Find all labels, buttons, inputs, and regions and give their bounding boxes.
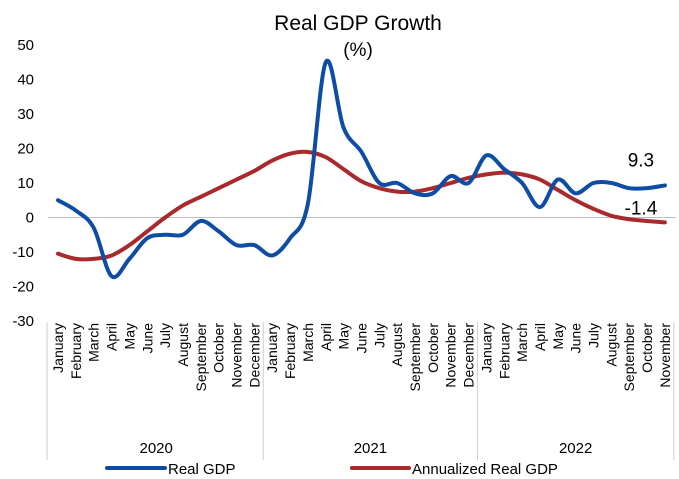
x-tick-label: April [104,323,120,351]
series-line-real-gdp [56,58,667,280]
x-tick-label: January [478,323,494,373]
legend: Real GDP Annualized Real GDP [105,461,558,478]
x-tick-label: November [229,323,245,388]
x-tick-label: August [603,323,619,367]
data-label: -1.4 [625,198,658,219]
x-tick-label: February [282,323,298,379]
y-tick-label: 0 [26,210,34,227]
y-tick-label: 40 [17,72,34,89]
x-tick-label: September [407,323,423,392]
x-tick-label: July [157,323,173,348]
data-label: 9.3 [628,150,654,171]
chart-title: Real GDP Growth [274,12,442,35]
x-tick-label: August [175,323,191,367]
y-tick-label: 50 [17,37,34,54]
x-tick-label: November [443,323,459,388]
year-label: 2020 [139,440,172,457]
x-tick-label: June [139,323,155,354]
x-tick-label: June [568,323,584,354]
year-label: 2022 [559,440,592,457]
x-axis: January February March April May June July Augu… [46,217,676,460]
y-tick-label: -10 [12,244,34,261]
series-line-annualized-real-gdp [56,149,667,262]
x-tick-label: September [193,323,209,392]
x-tick-label: July [586,323,602,348]
x-tick-label: December [246,323,262,388]
x-tick-label: January [50,323,66,373]
x-tick-label: September [621,323,637,392]
x-tick-label: February [496,323,512,379]
x-tick-label: February [68,323,84,379]
x-tick-label: December [461,323,477,388]
x-tick-label: October [211,323,227,373]
x-tick-label: January [264,323,280,373]
legend-label: Real GDP [168,461,236,478]
x-tick-label: August [389,323,405,367]
y-axis: 50 40 30 20 10 0 -10 -20 -30 [12,37,34,330]
x-tick-label: October [425,323,441,373]
x-tick-label: March [514,323,530,362]
x-tick-label: May [121,323,137,349]
x-tick-label: April [532,323,548,351]
x-tick-label: November [657,323,673,388]
chart-subtitle: (%) [343,40,373,61]
y-tick-label: -30 [12,313,34,330]
legend-label: Annualized Real GDP [412,461,558,478]
x-tick-label: March [300,323,316,362]
plot-area: 9.3 -1.4 [56,58,667,280]
y-tick-label: 10 [17,175,34,192]
x-tick-label: May [550,323,566,349]
y-tick-label: 20 [17,141,34,158]
y-tick-label: -20 [12,279,34,296]
x-tick-label: May [336,323,352,349]
x-tick-label: April [318,323,334,351]
x-tick-label: June [353,323,369,354]
x-tick-label: October [639,323,655,373]
x-tick-label: July [371,323,387,348]
y-tick-label: 30 [17,106,34,123]
year-label: 2021 [354,440,387,457]
x-tick-label: March [86,323,102,362]
